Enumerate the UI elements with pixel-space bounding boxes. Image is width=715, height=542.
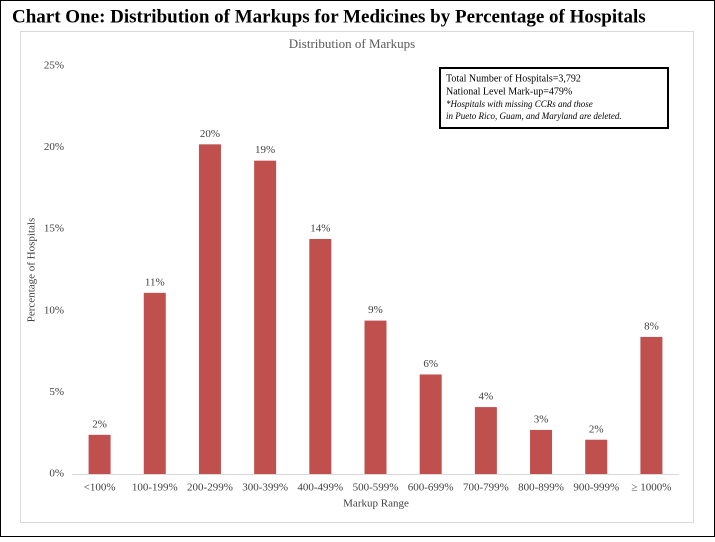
y-tick-label: 15%	[44, 223, 64, 235]
x-tick-label: 500-599%	[353, 482, 399, 494]
value-label: 20%	[200, 128, 220, 140]
y-tick-label: 20%	[44, 141, 64, 153]
x-tick-label: 800-899%	[518, 482, 564, 494]
x-tick-label: 100-199%	[132, 482, 178, 494]
value-label: 8%	[644, 320, 659, 332]
value-label: 2%	[589, 423, 604, 435]
x-axis-label: Markup Range	[343, 498, 409, 510]
value-label: 9%	[368, 304, 383, 316]
bar	[530, 429, 553, 474]
chart-title: Distribution of Markups	[289, 36, 415, 51]
value-label: 19%	[255, 144, 275, 156]
annotation: Total Number of Hospitals=3,792	[446, 73, 581, 84]
annotation: *Hospitals with missing CCRs and those	[446, 99, 593, 109]
x-tick-label: 300-399%	[242, 482, 288, 494]
x-tick-label: <100%	[84, 482, 116, 494]
y-tick-label: 0%	[49, 468, 64, 480]
y-tick-label: 10%	[44, 304, 64, 316]
x-tick-label: 200-299%	[187, 482, 233, 494]
value-label: 6%	[423, 358, 438, 370]
value-label: 14%	[310, 223, 330, 235]
bar	[254, 160, 277, 474]
x-tick-label: 600-699%	[408, 482, 454, 494]
bar	[88, 434, 111, 474]
bar	[364, 320, 387, 474]
x-tick-label: 400-499%	[297, 482, 343, 494]
bar	[585, 439, 608, 474]
value-label: 3%	[534, 413, 549, 425]
bar	[309, 238, 332, 474]
annotation-box	[439, 67, 669, 129]
bar	[198, 144, 221, 474]
bar	[143, 292, 166, 474]
x-tick-label: ≥ 1000%	[631, 482, 671, 494]
value-label: 4%	[479, 391, 494, 403]
annotation: in Pueto Rico, Guam, and Maryland are de…	[446, 111, 622, 121]
y-tick-label: 25%	[44, 60, 64, 72]
annotation: National Level Mark-up=479%	[446, 86, 572, 97]
header-title: Chart One: Distribution of Markups for M…	[12, 6, 646, 27]
value-label: 11%	[145, 276, 165, 288]
bar	[419, 374, 442, 474]
y-axis-label: Percentage of Hospitals	[26, 218, 38, 322]
y-tick-label: 5%	[49, 386, 64, 398]
x-tick-label: 900-999%	[573, 482, 619, 494]
bar	[474, 407, 497, 474]
value-label: 2%	[92, 418, 107, 430]
bar	[640, 336, 663, 474]
x-tick-label: 700-799%	[463, 482, 509, 494]
